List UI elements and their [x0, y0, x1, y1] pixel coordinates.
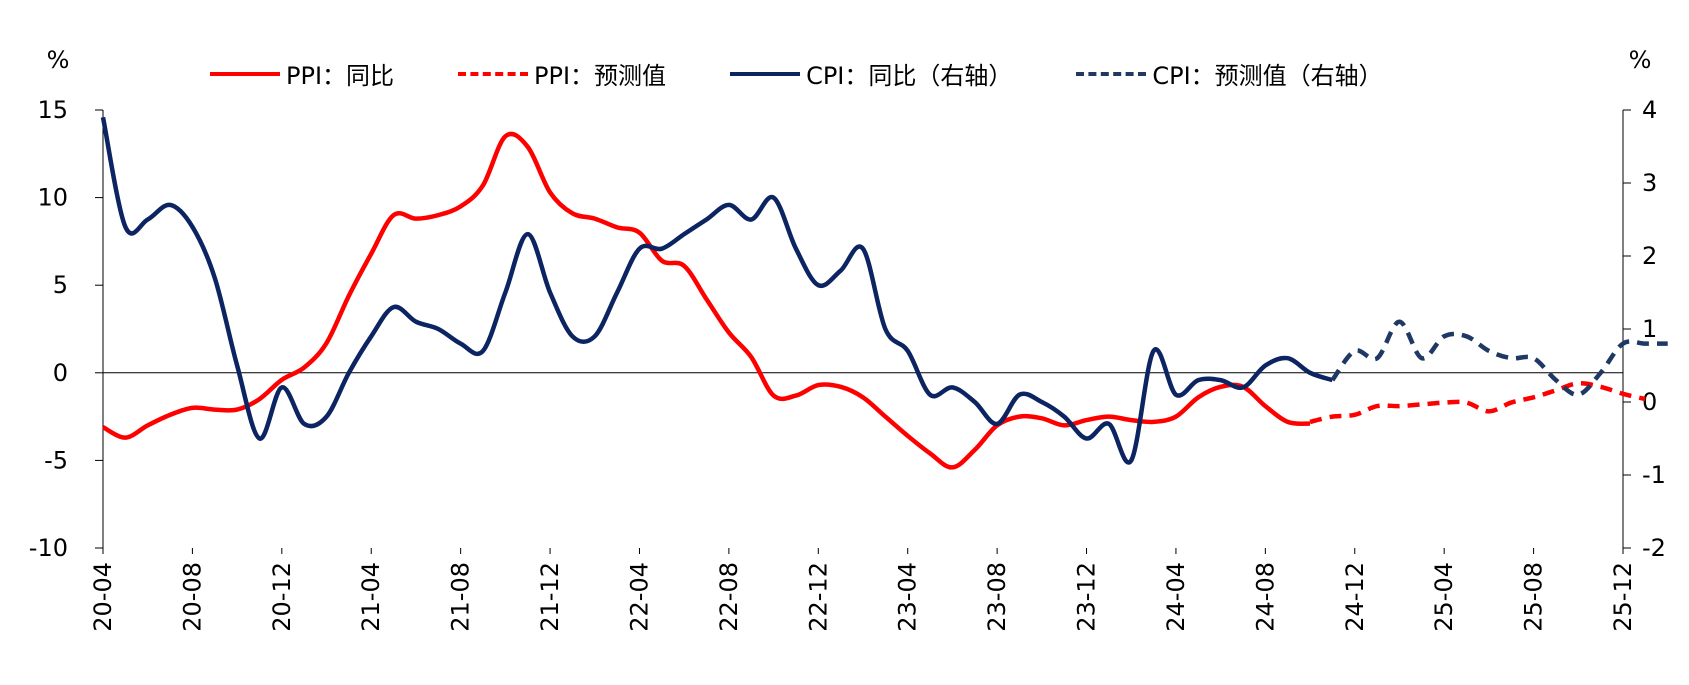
- x-tick-label: 21-04: [357, 562, 385, 632]
- series-line-cpi-yoy: [100, 116, 1334, 465]
- right-tick-label: 1: [1642, 315, 1657, 343]
- left-tick-label: -5: [44, 446, 68, 474]
- left-tick-label: -10: [29, 534, 68, 562]
- x-tick-label: 20-04: [89, 562, 117, 632]
- legend-label-ppi-forecast: PPI：预测值: [534, 62, 667, 90]
- x-tick-label: 23-04: [894, 562, 922, 632]
- x-tick-label: 22-12: [804, 562, 832, 632]
- x-tick-label: 21-08: [447, 562, 475, 632]
- x-tick-label: 21-12: [536, 562, 564, 632]
- right-tick-label: 0: [1642, 388, 1657, 416]
- legend-item-ppi-yoy: PPI：同比: [210, 56, 394, 91]
- x-tick-label: 22-04: [625, 562, 653, 632]
- legend-item-cpi-yoy: CPI：同比（右轴）: [730, 56, 1012, 91]
- x-tick-label: 24-04: [1162, 562, 1190, 632]
- series-line-ppi-yoy: [101, 131, 1311, 470]
- legend-label-cpi-forecast: CPI：预测值（右轴）: [1152, 62, 1383, 90]
- x-tick-label: 23-08: [983, 562, 1011, 632]
- right-tick-label: -1: [1642, 461, 1666, 489]
- left-axis-unit: %: [47, 46, 70, 74]
- left-tick-label: 15: [37, 96, 68, 124]
- right-tick-label: -2: [1642, 534, 1666, 562]
- right-axis-unit: %: [1629, 46, 1652, 74]
- x-tick-label: 20-12: [268, 562, 296, 632]
- x-tick-label: 25-12: [1609, 562, 1637, 632]
- legend-swatch-cpi-yoy: [730, 71, 801, 76]
- legend-swatch-ppi-forecast: [458, 71, 529, 76]
- series-lines: [100, 116, 1668, 470]
- legend-label-cpi-yoy: CPI：同比（右轴）: [806, 62, 1013, 90]
- x-tick-label: 25-04: [1430, 562, 1458, 632]
- x-tick-label: 20-08: [178, 562, 206, 632]
- x-tick-label: 25-08: [1520, 562, 1548, 632]
- x-tick-label: 24-08: [1251, 562, 1279, 632]
- x-tick-label: 23-12: [1073, 562, 1101, 632]
- x-tick-label: 22-08: [715, 562, 743, 632]
- left-tick-label: 10: [37, 184, 68, 212]
- legend-swatch-ppi-yoy: [210, 71, 280, 76]
- legend-item-cpi-forecast: CPI：预测值（右轴）: [1076, 56, 1383, 91]
- series-line-cpi-forecast: [1330, 319, 1668, 397]
- legend: PPI：同比 PPI：预测值 CPI：同比（右轴） CPI：预测值（右轴）: [210, 56, 1383, 91]
- x-tick-label: 24-12: [1341, 562, 1369, 632]
- legend-label-ppi-yoy: PPI：同比: [286, 62, 395, 90]
- legend-item-ppi-forecast: PPI：预测值: [458, 56, 666, 91]
- legend-swatch-cpi-forecast: [1076, 71, 1147, 76]
- left-tick-label: 0: [53, 359, 68, 387]
- series-line-ppi-forecast: [1309, 380, 1646, 425]
- right-tick-label: 4: [1642, 96, 1657, 124]
- right-tick-label: 3: [1642, 169, 1657, 197]
- right-tick-label: 2: [1642, 242, 1657, 270]
- left-tick-label: 5: [53, 271, 68, 299]
